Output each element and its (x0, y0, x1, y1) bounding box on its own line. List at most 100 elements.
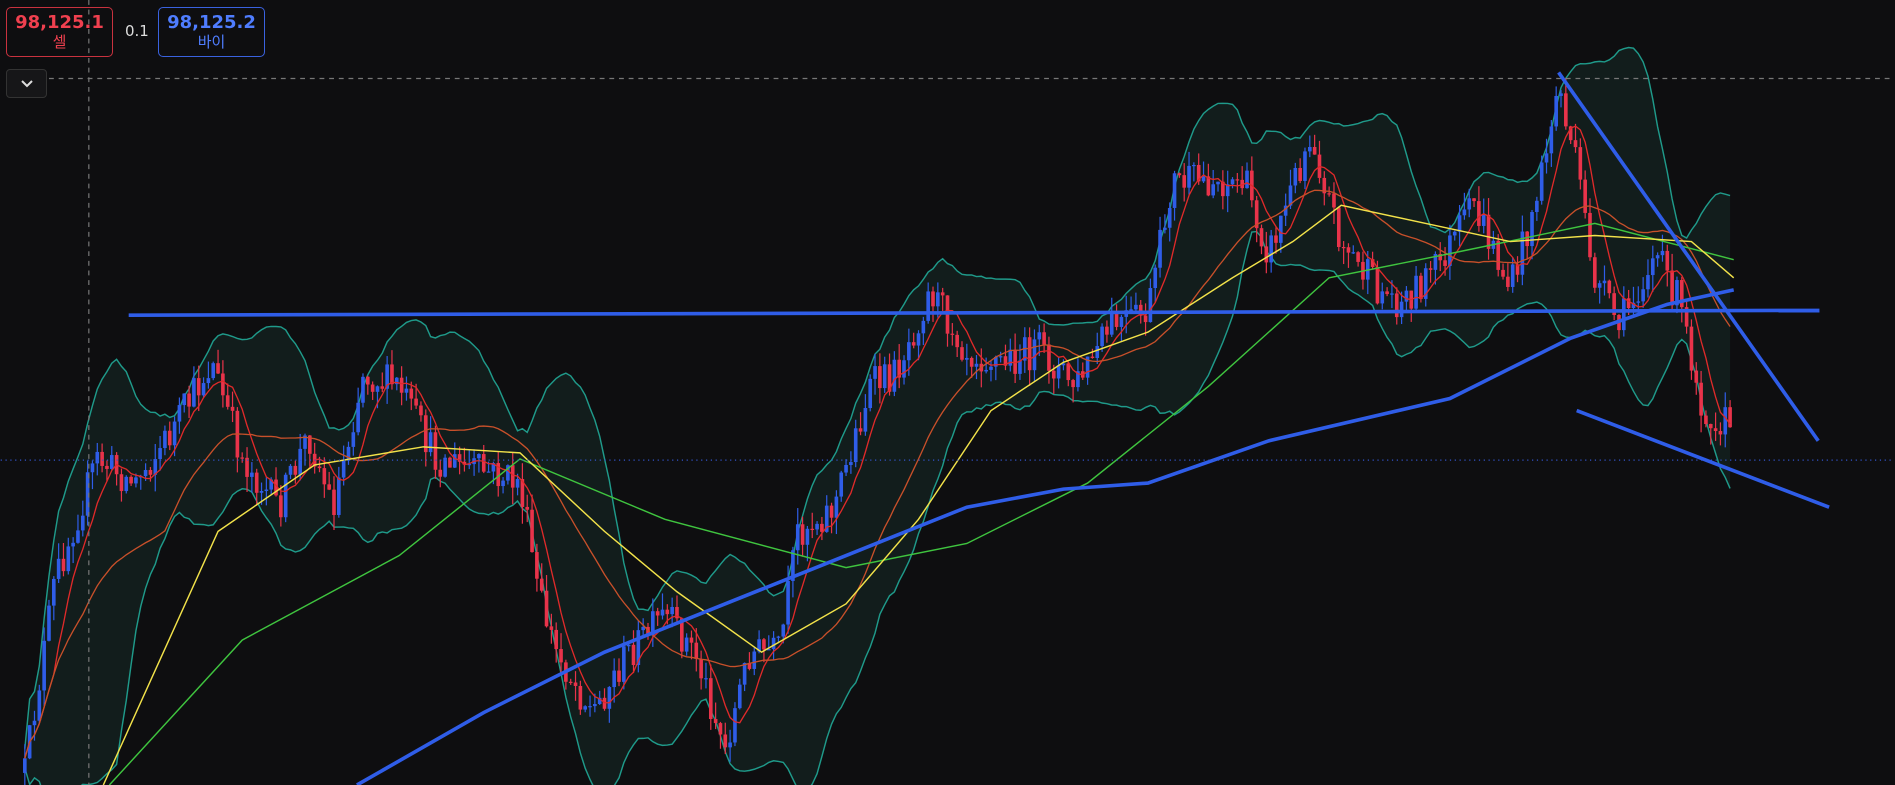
candle-body (675, 606, 679, 619)
candle-body (1066, 363, 1071, 381)
candle-body (1568, 126, 1573, 141)
candle-body (206, 378, 211, 384)
candle-body (1708, 424, 1713, 429)
sell-button[interactable]: 98,125.1 셀 (6, 7, 113, 57)
candle-body (704, 678, 708, 680)
candle-body (1182, 175, 1187, 188)
candle-body (1467, 198, 1472, 210)
candle-body (327, 484, 331, 490)
candle-body (346, 446, 351, 461)
band-fill (24, 47, 1731, 785)
candle-body (1008, 349, 1013, 366)
candle-body (1327, 193, 1331, 195)
candle-body (1621, 298, 1626, 331)
candle-body (457, 454, 462, 462)
candle-body (394, 377, 399, 385)
candle-body (1530, 212, 1534, 247)
candle-body (1235, 179, 1240, 181)
candle-body (1448, 235, 1452, 266)
candle-body (626, 644, 631, 647)
candle-body (1544, 153, 1549, 163)
candle-body (844, 464, 848, 473)
candle-body (1404, 290, 1409, 302)
candle-body (1051, 370, 1056, 379)
candle-body (1269, 235, 1273, 263)
candle-body (849, 462, 853, 465)
sell-label: 셀 (52, 32, 67, 51)
candle-body (1670, 270, 1674, 306)
candle-body (1380, 291, 1385, 304)
dropdown-toggle[interactable] (6, 69, 47, 98)
candle-body (1148, 288, 1153, 323)
candle-body (1462, 209, 1467, 216)
candle-body (911, 342, 916, 346)
candle-body (1341, 246, 1346, 249)
candle-body (182, 393, 187, 406)
candle-body (1332, 193, 1336, 208)
candle-body (1457, 215, 1462, 232)
candle-body (124, 476, 129, 492)
candle-body (1076, 371, 1080, 388)
candle-body (1134, 304, 1138, 310)
candle-body (1375, 266, 1380, 304)
candle-body (1100, 326, 1104, 347)
candle-body (733, 708, 737, 743)
candle-body (196, 378, 201, 396)
candle-body (143, 470, 148, 477)
candle-body (858, 428, 863, 432)
candle-body (800, 524, 805, 545)
candle-body (791, 550, 795, 581)
candle-body (965, 357, 969, 360)
candle-body (771, 637, 776, 650)
candle-body (1293, 167, 1298, 186)
candle-body (467, 464, 472, 466)
candle-body (1679, 280, 1684, 308)
candle-body (525, 506, 530, 510)
candle-body (477, 454, 481, 459)
candle-body (839, 472, 844, 497)
candle-body (1723, 407, 1728, 435)
candle-body (989, 366, 993, 370)
candle-body (1196, 164, 1201, 182)
candle-body (1559, 93, 1563, 96)
candle-body (723, 734, 728, 748)
candle-body (679, 618, 684, 652)
candle-body (351, 432, 356, 447)
candle-body (853, 428, 858, 463)
candle-body (762, 639, 766, 650)
candle-body (1443, 260, 1447, 266)
candle-body (651, 611, 655, 636)
candle-body (747, 662, 752, 669)
candle-body (1428, 268, 1433, 270)
candle-body (419, 405, 423, 416)
candle-body (211, 363, 216, 379)
candle-body (786, 580, 790, 625)
candle-body (960, 347, 964, 360)
candle-body (293, 465, 298, 475)
candle-body (1501, 269, 1505, 277)
candle-body (448, 457, 452, 468)
candle-body (510, 465, 515, 488)
candle-body (172, 421, 177, 446)
candle-body (303, 435, 307, 449)
candle-body (308, 435, 312, 454)
candle-body (80, 515, 85, 531)
candle-body (1728, 407, 1732, 428)
candle-body (414, 398, 418, 406)
candle-body (462, 461, 467, 465)
candle-body (1472, 198, 1476, 202)
candle-body (491, 463, 496, 472)
candle-body (694, 642, 699, 659)
candle-body (539, 578, 544, 591)
candle-body (1520, 231, 1525, 275)
candle-body (1699, 382, 1703, 416)
candle-body (264, 489, 269, 491)
candle-body (240, 457, 245, 459)
candle-body (878, 366, 882, 389)
buy-button[interactable]: 98,125.2 바이 (158, 7, 265, 57)
candle-body (1631, 302, 1636, 309)
candle-body (409, 388, 414, 399)
candle-body (1602, 280, 1607, 284)
candle-body (1713, 428, 1718, 432)
candle-body (612, 670, 616, 688)
